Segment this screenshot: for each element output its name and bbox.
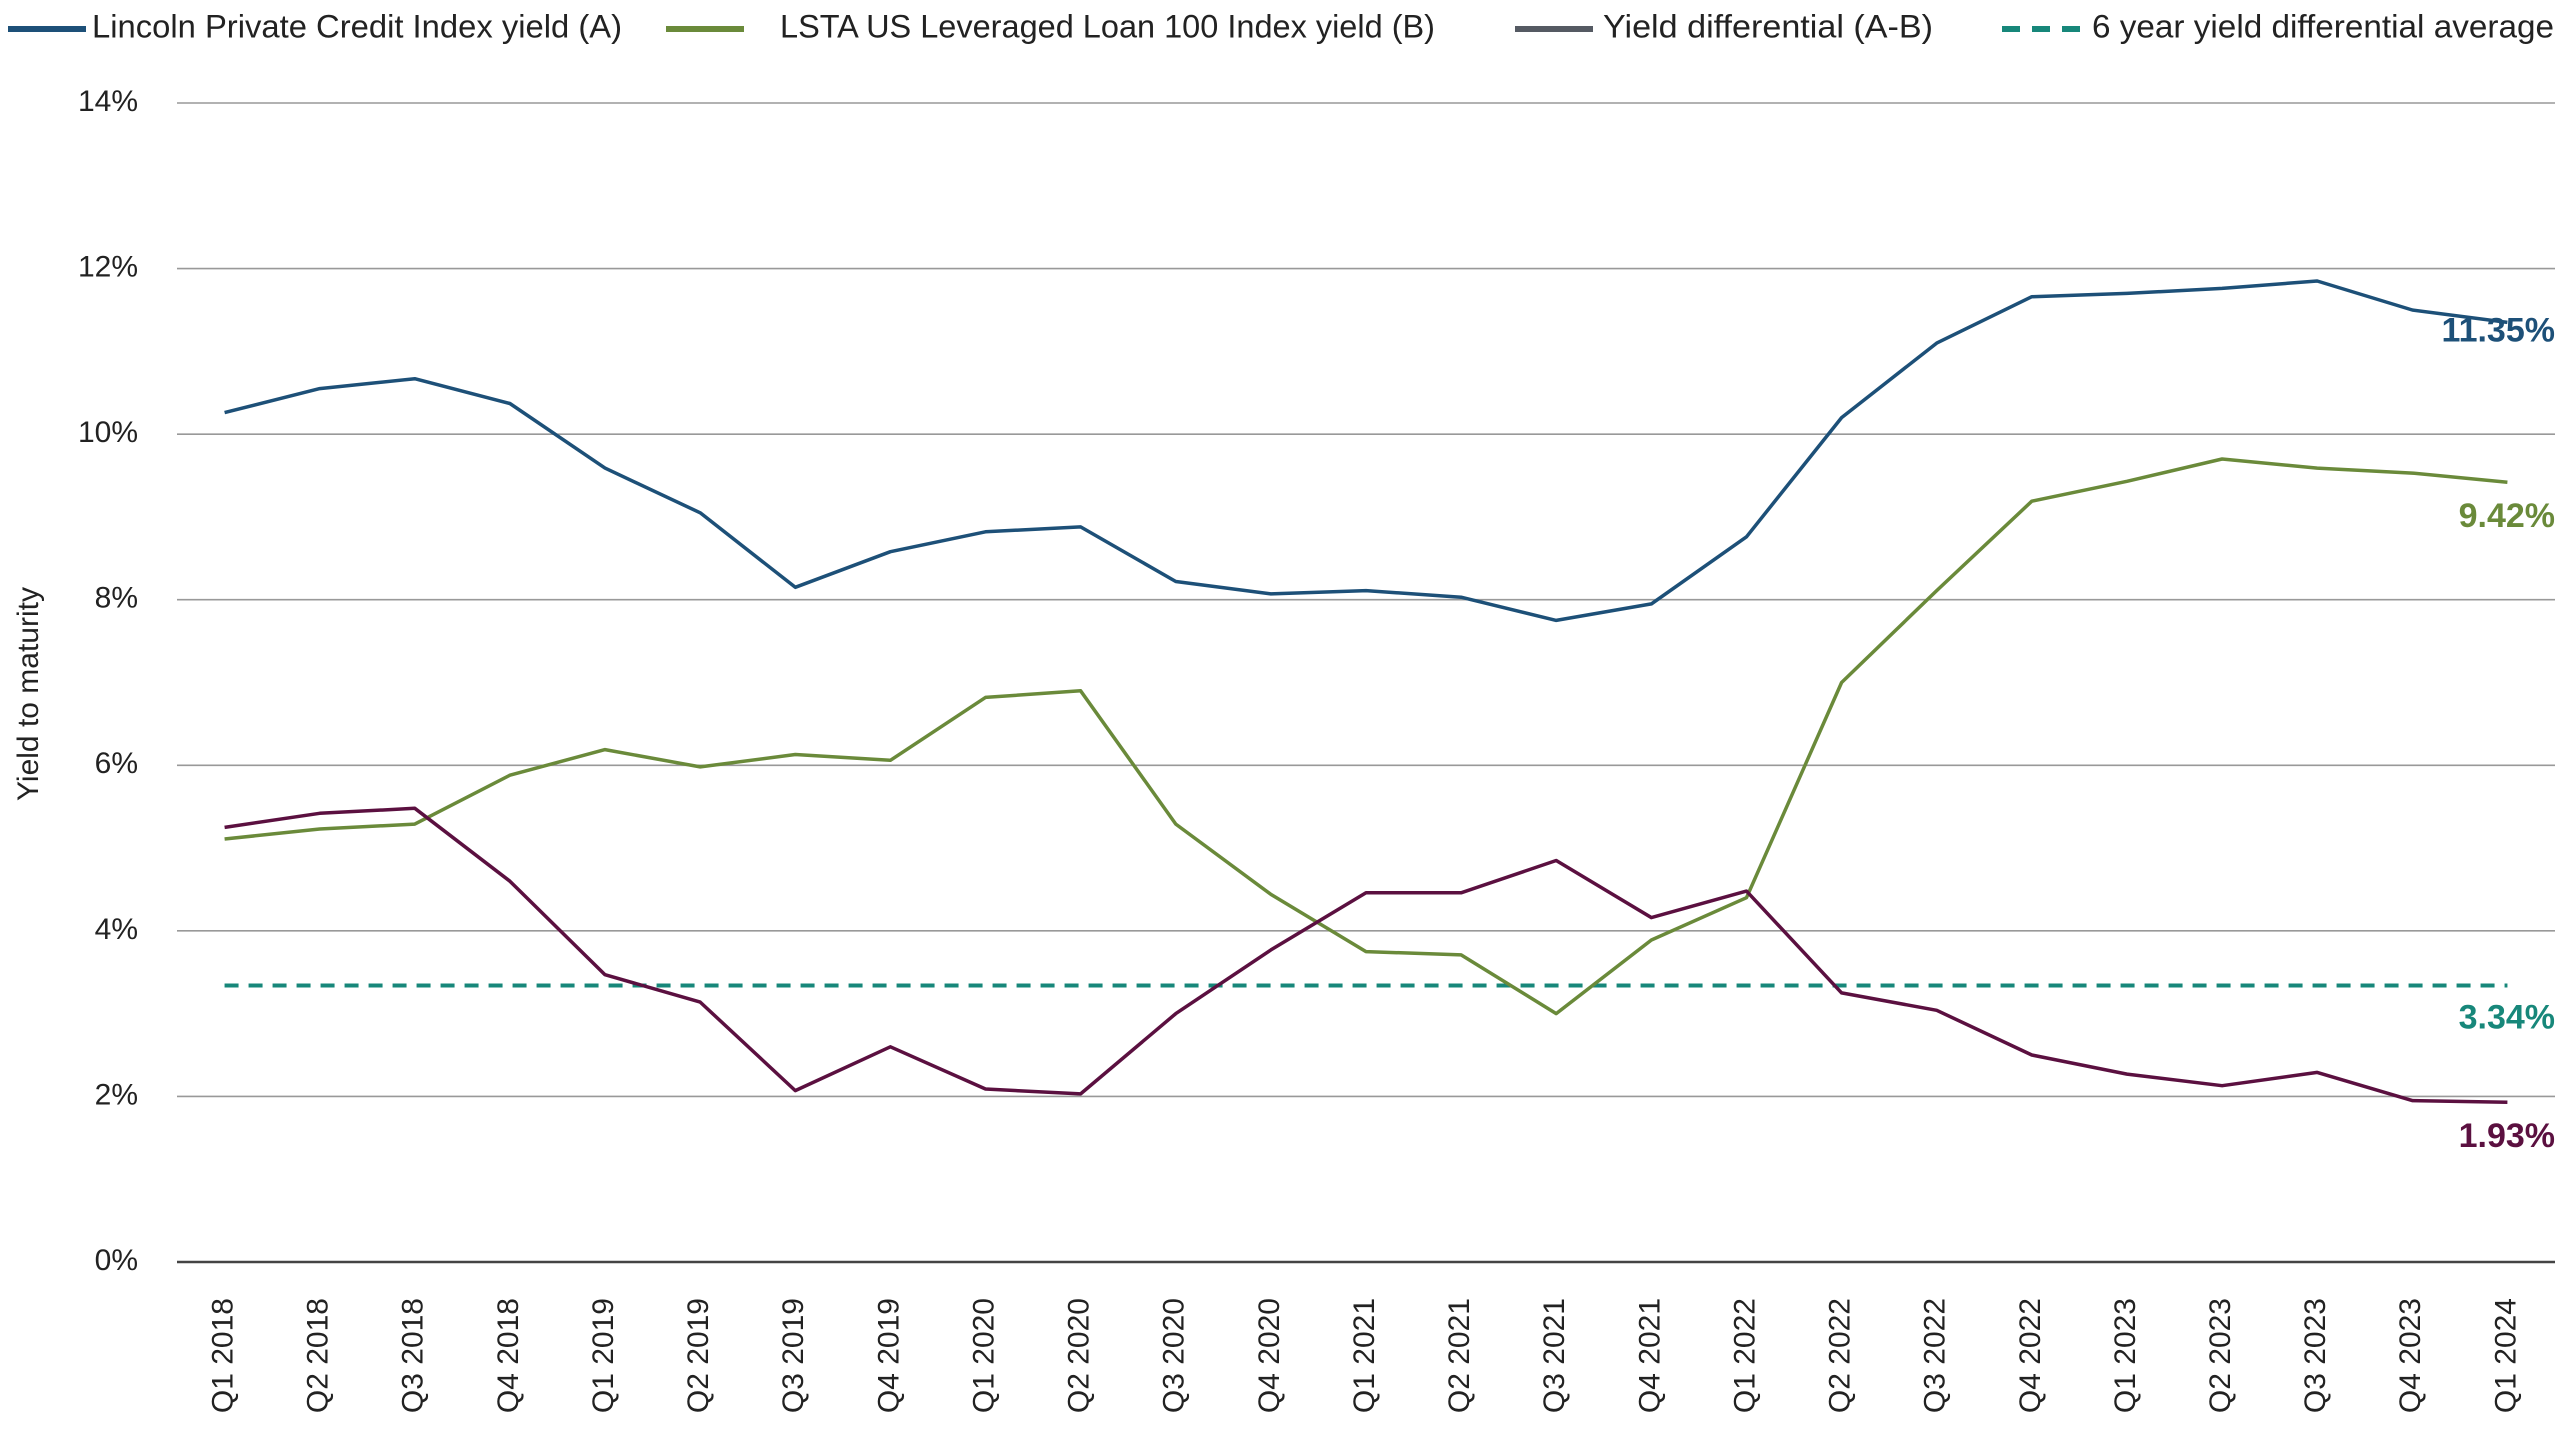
x-tick-label: Q3 2018: [397, 1298, 430, 1413]
x-tick-label: Q4 2019: [872, 1298, 905, 1413]
x-tick-label: Q3 2019: [777, 1298, 810, 1413]
y-tick-label: 10%: [78, 416, 138, 449]
y-tick-label: 6%: [95, 747, 138, 780]
end-label: 11.35%: [2442, 311, 2555, 349]
x-tick-label: Q4 2021: [1633, 1298, 1666, 1413]
legend-text: 6 year yield differential average: [2092, 8, 2554, 44]
x-tick-label: Q4 2018: [492, 1298, 525, 1413]
x-tick-label: Q1 2018: [206, 1298, 239, 1413]
x-tick-label: Q1 2019: [587, 1298, 620, 1413]
legend-text: LSTA US Leveraged Loan 100 Index yield (…: [780, 8, 1435, 44]
x-tick-label: Q2 2023: [2204, 1298, 2237, 1413]
legend-text: Lincoln Private Credit Index yield (A): [92, 8, 622, 44]
end-label: 3.34%: [2459, 998, 2555, 1036]
x-tick-label: Q3 2023: [2299, 1298, 2332, 1413]
end-label: 9.42%: [2459, 497, 2555, 535]
x-tick-label: Q4 2020: [1253, 1298, 1286, 1413]
x-tick-label: Q4 2023: [2394, 1298, 2427, 1413]
series-line: [224, 457, 2508, 1016]
x-tick-label: Q3 2020: [1158, 1298, 1191, 1413]
legend-text: Yield differential (A-B): [1603, 8, 1933, 44]
series-line: [224, 806, 2508, 1104]
x-tick-label: Q2 2018: [302, 1298, 335, 1413]
x-tick-label: Q1 2020: [967, 1298, 1000, 1413]
x-tick-label: Q4 2022: [2014, 1298, 2047, 1413]
y-tick-label: 0%: [95, 1244, 138, 1277]
y-tick-label: 4%: [95, 913, 138, 946]
x-tick-label: Q1 2023: [2109, 1298, 2142, 1413]
series-line: [224, 279, 2508, 623]
y-tick-label: 14%: [78, 85, 138, 118]
x-tick-label: Q2 2021: [1443, 1298, 1476, 1413]
y-tick-label: 12%: [78, 250, 138, 283]
x-tick-label: Q1 2021: [1348, 1298, 1381, 1413]
x-tick-label: Q2 2019: [682, 1298, 715, 1413]
x-tick-label: Q2 2020: [1063, 1298, 1096, 1413]
y-axis-title: Yield to maturity: [12, 587, 45, 801]
x-tick-label: Q1 2022: [1728, 1298, 1761, 1413]
x-tick-label: Q2 2022: [1824, 1298, 1857, 1413]
x-tick-label: Q1 2024: [2489, 1298, 2522, 1413]
x-tick-label: Q3 2021: [1538, 1298, 1571, 1413]
y-tick-label: 2%: [95, 1078, 138, 1111]
end-label: 1.93%: [2459, 1117, 2555, 1155]
y-tick-label: 8%: [95, 582, 138, 615]
x-tick-label: Q3 2022: [1919, 1298, 1952, 1413]
